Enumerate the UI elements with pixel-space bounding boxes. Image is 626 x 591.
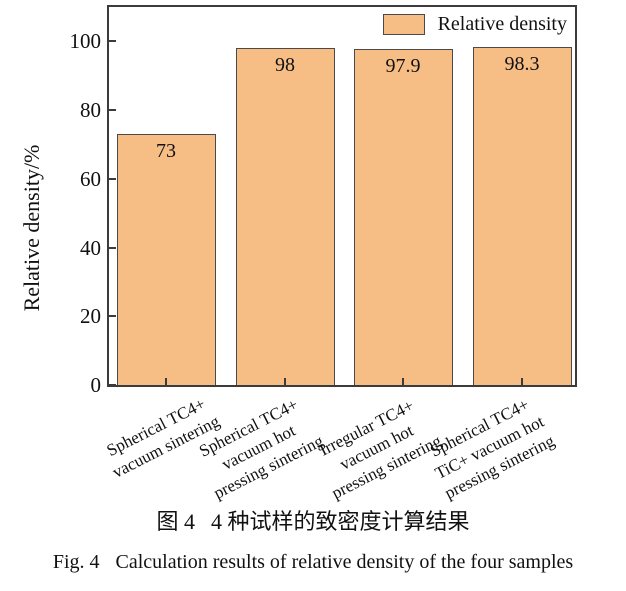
y-tick-mark: [109, 384, 116, 386]
caption-chinese: 图 4 4 种试样的致密度计算结果: [0, 508, 626, 536]
bar-value-label: 98.3: [504, 53, 540, 75]
y-tick-mark: [109, 246, 116, 249]
legend-swatch-icon: [382, 13, 425, 35]
caption-en-text: Calculation results of relative density …: [115, 551, 574, 573]
bar: 98.3: [472, 47, 572, 385]
y-tick-mark: [109, 40, 116, 43]
y-tick-label: 40: [80, 235, 101, 260]
bar: 73: [116, 134, 216, 385]
y-tick-label: 20: [80, 304, 101, 329]
caption-zh-text: 4 种试样的致密度计算结果: [211, 509, 470, 534]
x-tick-mark: [402, 378, 404, 385]
y-tick-label: 80: [80, 98, 101, 123]
bar-value-label: 97.9: [385, 55, 421, 77]
caption-en-fig-label: Fig. 4: [52, 551, 100, 573]
y-tick-label: 100: [69, 29, 102, 54]
caption-english: Fig. 4 Calculation results of relative de…: [0, 549, 626, 575]
caption-zh-fig-label: 图 4: [156, 509, 195, 534]
legend: Relative density: [382, 12, 567, 36]
y-tick-mark: [109, 315, 116, 318]
y-tick-mark: [109, 109, 116, 112]
legend-label: Relative density: [437, 13, 567, 35]
bar-value-label: 73: [156, 140, 176, 162]
y-tick-mark: [109, 177, 116, 180]
x-axis-label: Spherical TC4+ TiC+ vacuum hot pressing si…: [421, 391, 558, 504]
y-axis-title: Relative density/%: [19, 144, 44, 312]
x-tick-mark: [165, 378, 167, 385]
x-tick-mark: [284, 378, 286, 385]
x-tick-mark: [521, 378, 523, 385]
bar-value-label: 98: [275, 54, 295, 76]
bar: 97.9: [353, 49, 453, 385]
y-tick-label: 0: [90, 373, 102, 397]
bar: 98: [235, 48, 335, 385]
y-tick-label: 60: [80, 166, 101, 191]
plot-area: Relative density 73 98 97.9 98.3: [107, 5, 577, 387]
